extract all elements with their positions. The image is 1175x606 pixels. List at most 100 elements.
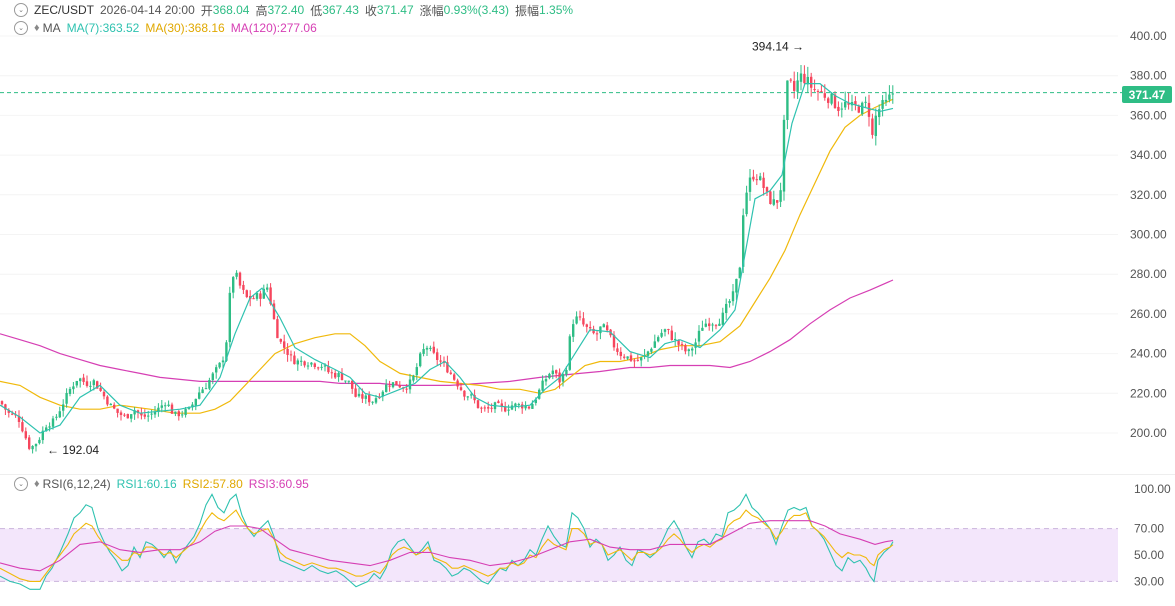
- candle-body: [759, 176, 762, 180]
- candle-body: [24, 431, 27, 439]
- rsi-band: [0, 528, 1118, 582]
- candle-body: [881, 100, 884, 109]
- candle-body: [799, 73, 803, 82]
- rsi-pane: [0, 493, 894, 590]
- alert-bell-icon[interactable]: ♦: [34, 478, 40, 490]
- candle-body: [143, 414, 146, 417]
- ma-legend: ⌄ ♦ MA MA(7):363.52 MA(30):368.16 MA(120…: [0, 19, 323, 37]
- price-tick-label: 360.00: [1130, 108, 1167, 122]
- rsi3-legend: RSI3:60.95: [248, 477, 309, 491]
- candle-body: [592, 328, 595, 334]
- candle-body: [425, 347, 429, 350]
- candle-body: [575, 316, 578, 324]
- candle-body: [215, 367, 218, 373]
- candle-body: [164, 405, 167, 407]
- candle-body: [701, 327, 704, 331]
- candle-body: [663, 329, 667, 332]
- candle-body: [572, 324, 575, 337]
- candle-body: [861, 102, 864, 114]
- candle-body: [820, 91, 823, 93]
- candle-body: [595, 333, 599, 335]
- candle-body: [85, 381, 89, 386]
- candle-body: [130, 414, 133, 419]
- candle-body: [51, 418, 55, 427]
- candle-body: [7, 409, 10, 413]
- candle-body: [330, 372, 333, 374]
- candle-body: [48, 426, 51, 428]
- candle-body: [34, 443, 38, 447]
- rsi2-legend: RSI2:57.80: [182, 477, 243, 491]
- candle-body: [99, 387, 102, 391]
- candle-body: [660, 332, 663, 337]
- candle-body: [551, 370, 554, 375]
- candle-body: [405, 388, 408, 390]
- candle-body: [28, 437, 31, 449]
- price-tick-label: 240.00: [1130, 347, 1167, 361]
- rsi1-line: [0, 493, 894, 590]
- candle-body: [538, 389, 541, 399]
- candle-body: [4, 404, 7, 410]
- candle-body: [657, 337, 660, 342]
- candle-body: [888, 94, 891, 100]
- candle-body: [276, 319, 279, 339]
- candle-body: [840, 108, 843, 110]
- change-value: 0.93%(3.43): [443, 3, 510, 17]
- candle-body: [408, 379, 412, 390]
- current-price-tag: 371.47: [1122, 86, 1172, 103]
- candle-body: [92, 380, 95, 386]
- candle-body: [704, 323, 707, 327]
- candle-body: [279, 339, 282, 342]
- candle-body: [735, 278, 738, 293]
- candle-body: [827, 98, 830, 103]
- candle-body: [745, 192, 748, 215]
- candle-body: [650, 348, 653, 352]
- open-label: 开: [200, 3, 213, 18]
- candle-body: [823, 93, 826, 98]
- candle-body: [806, 76, 809, 85]
- price-tick-label: 280.00: [1130, 267, 1167, 281]
- candle-body: [436, 352, 439, 360]
- collapse-chevron-icon[interactable]: ⌄: [14, 3, 28, 17]
- ma7-path: [0, 83, 894, 434]
- ma7-line: [0, 83, 894, 434]
- candle-body: [772, 199, 775, 205]
- candle-body: [653, 341, 656, 348]
- candle-body: [646, 351, 650, 356]
- candle-body: [38, 439, 41, 444]
- alert-bell-icon[interactable]: ♦: [34, 22, 40, 34]
- candle-body: [354, 388, 357, 397]
- candle-body: [636, 359, 639, 361]
- candle-body: [306, 365, 310, 367]
- close-value: 371.47: [376, 3, 414, 17]
- candle-body: [327, 366, 330, 373]
- candle-body: [697, 330, 701, 342]
- candle-body: [181, 414, 184, 416]
- candle-body: [153, 411, 157, 415]
- candle-body: [599, 326, 602, 334]
- price-axis: 400.00 380.00 360.00 340.00 320.00 300.00 280.…: [1130, 29, 1171, 588]
- candle-body: [160, 405, 163, 408]
- candle-body: [633, 360, 636, 362]
- candle-body: [514, 403, 517, 407]
- candle-body: [75, 380, 78, 386]
- candle-body: [582, 318, 585, 325]
- collapse-chevron-icon[interactable]: ⌄: [14, 21, 28, 35]
- candle-body: [395, 381, 398, 386]
- candle-body: [272, 303, 276, 320]
- collapse-chevron-icon[interactable]: ⌄: [14, 477, 28, 491]
- candle-body: [684, 345, 687, 352]
- candle-body: [541, 380, 544, 391]
- candle-body: [847, 102, 850, 105]
- high-annotation: 394.14 →: [752, 40, 804, 54]
- rsi1-legend: RSI1:60.16: [116, 477, 177, 491]
- candle-body: [303, 361, 306, 366]
- candle-body: [884, 99, 888, 102]
- price-tick-label: 380.00: [1130, 69, 1167, 83]
- candle-body: [323, 365, 327, 367]
- candle-body: [728, 301, 731, 304]
- candle-body: [432, 346, 435, 353]
- price-tick-label: 260.00: [1130, 307, 1167, 321]
- candle-body: [422, 349, 425, 354]
- candle-body: [524, 405, 527, 409]
